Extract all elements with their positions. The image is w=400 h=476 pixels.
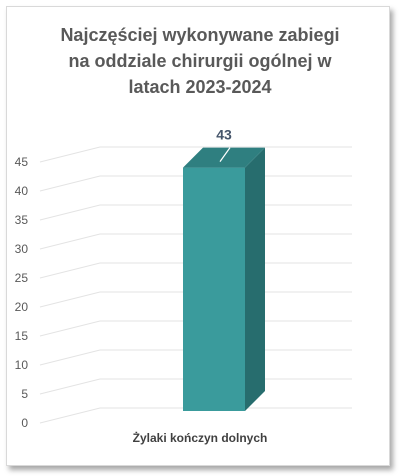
y-tick-label: 35	[15, 213, 29, 227]
chart-title-line-3: latach 2023-2024	[128, 77, 272, 97]
data-label-leader	[219, 147, 231, 162]
gridline-diagonal	[39, 407, 101, 424]
y-tick-label: 45	[15, 155, 29, 169]
data-label: 43	[216, 127, 232, 143]
gridline-diagonal	[39, 146, 101, 163]
bars: 43	[183, 127, 265, 411]
y-tick-label: 25	[15, 271, 29, 285]
y-tick-label: 5	[21, 387, 28, 401]
y-tick-label: 15	[15, 329, 29, 343]
gridline-diagonal	[39, 204, 101, 221]
y-tick-label: 10	[15, 358, 29, 372]
gridline-diagonal	[39, 320, 101, 337]
bar-side	[245, 147, 265, 411]
gridline-diagonal	[39, 262, 101, 279]
x-category-label: Żylaki kończyn dolnych	[133, 430, 268, 445]
x-axis-labels: Żylaki kończyn dolnych	[133, 430, 268, 445]
y-tick-label: 40	[15, 184, 29, 198]
gridline-diagonal	[39, 291, 101, 308]
gridline-diagonal	[39, 349, 101, 366]
y-tick-label: 30	[15, 242, 29, 256]
bar	[183, 167, 245, 411]
chart-title-line-1: Najczęściej wykonywane zabiegi	[60, 25, 340, 45]
bar-top	[183, 147, 265, 168]
gridline-diagonal	[39, 233, 101, 250]
y-axis-ticks: 0 5 10 15 20 25 30 35 40 45	[15, 155, 29, 430]
y-tick-label: 20	[15, 300, 29, 314]
gridline-diagonal	[39, 175, 101, 192]
chart-title-line-2: na oddziale chirurgii ogólnej w	[68, 51, 332, 71]
y-tick-label: 0	[21, 416, 28, 430]
gridline-diagonal	[39, 378, 101, 395]
chart-title: Najczęściej wykonywane zabiegi na oddzia…	[20, 22, 380, 100]
